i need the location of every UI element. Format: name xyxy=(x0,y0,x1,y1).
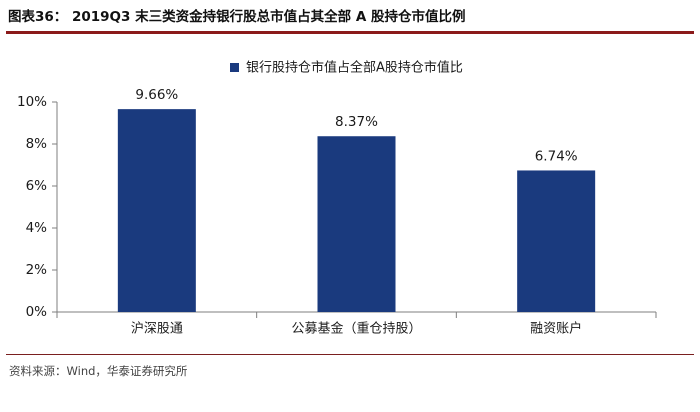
data-label: 9.66% xyxy=(135,87,178,103)
data-label: 8.37% xyxy=(335,114,378,130)
source-divider xyxy=(6,354,694,355)
bar xyxy=(317,136,396,312)
legend-label: 银行股持仓市值占全部A股持仓市值比 xyxy=(246,60,463,76)
bar xyxy=(117,109,196,312)
data-label: 6.74% xyxy=(535,148,578,164)
y-tick-label: 10% xyxy=(17,94,47,110)
bar-chart: 0% 2% 4% 6% 8% 10% 9.66% 沪深股通 8.37% 公募基金（重仓持股） 6.7… xyxy=(17,60,657,337)
y-tick-label: 4% xyxy=(26,220,48,236)
y-tick-label: 8% xyxy=(26,136,48,152)
bar xyxy=(517,170,596,312)
y-tick-label: 0% xyxy=(26,304,48,320)
y-tick-label: 6% xyxy=(26,178,48,194)
x-tick-label: 公募基金（重仓持股） xyxy=(291,321,421,337)
figure-title: 图表36： 2019Q3 末三类资金持银行股总市值占其全部 A 股持仓市值比例 xyxy=(8,9,466,25)
x-tick-label: 融资账户 xyxy=(530,321,582,337)
source-note: 资料来源：Wind，华泰证券研究所 xyxy=(9,364,188,378)
legend-swatch xyxy=(230,63,239,72)
y-tick-label: 2% xyxy=(26,262,48,278)
title-divider xyxy=(6,31,694,34)
x-tick-label: 沪深股通 xyxy=(131,321,183,337)
